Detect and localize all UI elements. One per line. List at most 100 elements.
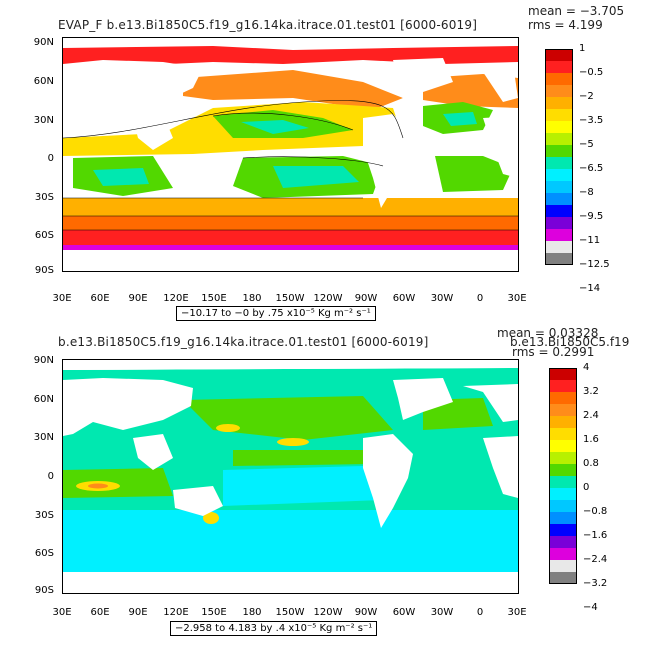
colorbar-swatch <box>545 193 573 205</box>
colorbar-swatch <box>545 73 573 85</box>
colorbar-label: −3.5 <box>579 115 604 126</box>
colorbar-label: −6.5 <box>579 163 604 174</box>
lon-label: 90W <box>354 607 378 618</box>
colorbar-swatch <box>545 145 573 157</box>
colorbar-swatch <box>549 548 577 560</box>
colorbar-swatch <box>549 368 577 380</box>
colorbar-swatch <box>545 205 573 217</box>
lon-label: 60W <box>392 293 416 304</box>
colorbar-swatch <box>545 253 573 265</box>
colorbar-label: 1 <box>579 43 586 54</box>
colorbar-label: −2.4 <box>583 554 608 565</box>
lat-label-90n: 90N <box>33 355 54 366</box>
contour-range-label: −2.958 to 4.183 by .4 x10⁻⁵ Kg m⁻² s⁻¹ <box>170 621 378 636</box>
colorbar-label: 1.6 <box>583 434 599 445</box>
colorbar-label: 2.4 <box>583 410 599 421</box>
colorbar-label: −4 <box>583 602 598 613</box>
colorbar-label: −1.6 <box>583 530 608 541</box>
panel-title: b.e13.Bi1850C5.f19_g16.14ka.itrace.01.te… <box>58 335 429 349</box>
lon-label: 30W <box>430 607 454 618</box>
lon-label: 90W <box>354 293 378 304</box>
colorbar-swatch <box>549 392 577 404</box>
colorbar-swatch <box>549 404 577 416</box>
colorbar-swatch <box>549 536 577 548</box>
colorbar-label: −8 <box>579 187 594 198</box>
lat-label-90n: 90N <box>33 37 54 48</box>
lat-label-30n: 30N <box>33 432 54 443</box>
colorbar-swatch <box>545 169 573 181</box>
panel-title: EVAP_F b.e13.Bi1850C5.f19_g16.14ka.itrac… <box>58 18 478 32</box>
lat-label-eq: 0 <box>47 471 54 482</box>
contour-range-label: −10.17 to −0 by .75 x10⁻⁵ Kg m⁻² s⁻¹ <box>176 306 376 321</box>
lat-label-30s: 30S <box>34 510 54 521</box>
lon-label: 60E <box>90 607 110 618</box>
lon-label: 120E <box>163 293 189 304</box>
colorbar-swatch <box>549 452 577 464</box>
lon-label: 30E <box>507 293 527 304</box>
mean-value: mean = 0.03328 <box>497 326 599 340</box>
colorbar-swatch <box>549 512 577 524</box>
colorbar-swatch <box>545 97 573 109</box>
mean-value: mean = −3.705 <box>528 4 625 18</box>
rms-value: rms = 4.199 <box>528 18 603 32</box>
colorbar-label: 0 <box>583 482 590 493</box>
lon-label: 30W <box>430 293 454 304</box>
colorbar <box>549 368 577 584</box>
colorbar-label: −2 <box>579 91 594 102</box>
lon-label: 150E <box>201 607 227 618</box>
colorbar-swatch <box>545 133 573 145</box>
lon-label: 90E <box>128 607 148 618</box>
lon-label: 30E <box>52 607 72 618</box>
lon-label: 120E <box>163 607 189 618</box>
lon-label: 180 <box>242 293 262 304</box>
colorbar-swatch <box>545 109 573 121</box>
colorbar-swatch <box>545 121 573 133</box>
colorbar-label: −12.5 <box>579 259 610 270</box>
lon-label: 150W <box>275 607 305 618</box>
lon-label: 90E <box>128 293 148 304</box>
colorbar-swatch <box>549 572 577 584</box>
lat-label-30s: 30S <box>34 192 54 203</box>
colorbar-label: 0.8 <box>583 458 599 469</box>
lat-label-60n: 60N <box>33 76 54 87</box>
evap-mean-panel: EVAP_F b.e13.Bi1850C5.f19_g16.14ka.itrac… <box>0 0 647 323</box>
colorbar-label: −0.5 <box>579 67 604 78</box>
lon-label: 30E <box>507 607 527 618</box>
lon-label: 120W <box>313 293 343 304</box>
lon-label: 0 <box>476 607 484 618</box>
lat-label-90s: 90S <box>34 585 54 596</box>
colorbar-label: −9.5 <box>579 211 604 222</box>
map-plot <box>62 37 519 272</box>
colorbar-label: −11 <box>579 235 601 246</box>
lon-label: 180 <box>242 607 262 618</box>
colorbar-swatch <box>545 229 573 241</box>
colorbar-swatch <box>549 488 577 500</box>
lon-label: 60E <box>90 293 110 304</box>
colorbar-swatch <box>549 464 577 476</box>
colorbar-swatch <box>545 157 573 169</box>
colorbar-swatch <box>549 440 577 452</box>
colorbar-label: −0.8 <box>583 506 608 517</box>
rms-value: rms = 0.2991 <box>512 345 595 359</box>
colorbar <box>545 49 573 265</box>
lat-label-eq: 0 <box>47 153 54 164</box>
colorbar-swatch <box>545 181 573 193</box>
lat-label-30n: 30N <box>33 115 54 126</box>
colorbar-label: −3.2 <box>583 578 608 589</box>
colorbar-swatch <box>549 524 577 536</box>
evap-anomaly-panel: b.e13.Bi1850C5.f19_g16.14ka.itrace.01.te… <box>0 323 647 647</box>
evap-field-map <box>63 38 518 271</box>
colorbar-swatch <box>545 241 573 253</box>
lat-label-60s: 60S <box>34 548 54 559</box>
overlap-text: b.e13.Bi1850C5.f19 <box>510 335 630 349</box>
colorbar-swatch <box>545 217 573 229</box>
colorbar-label: −14 <box>579 283 601 294</box>
evap-anomaly-map <box>63 360 518 593</box>
lon-label: 120W <box>313 607 343 618</box>
colorbar-swatch <box>545 61 573 73</box>
colorbar-label: 4 <box>583 362 590 373</box>
colorbar-swatch <box>549 560 577 572</box>
lon-label: 0 <box>476 293 484 304</box>
colorbar-label: −5 <box>579 139 594 150</box>
lon-label: 150W <box>275 293 305 304</box>
